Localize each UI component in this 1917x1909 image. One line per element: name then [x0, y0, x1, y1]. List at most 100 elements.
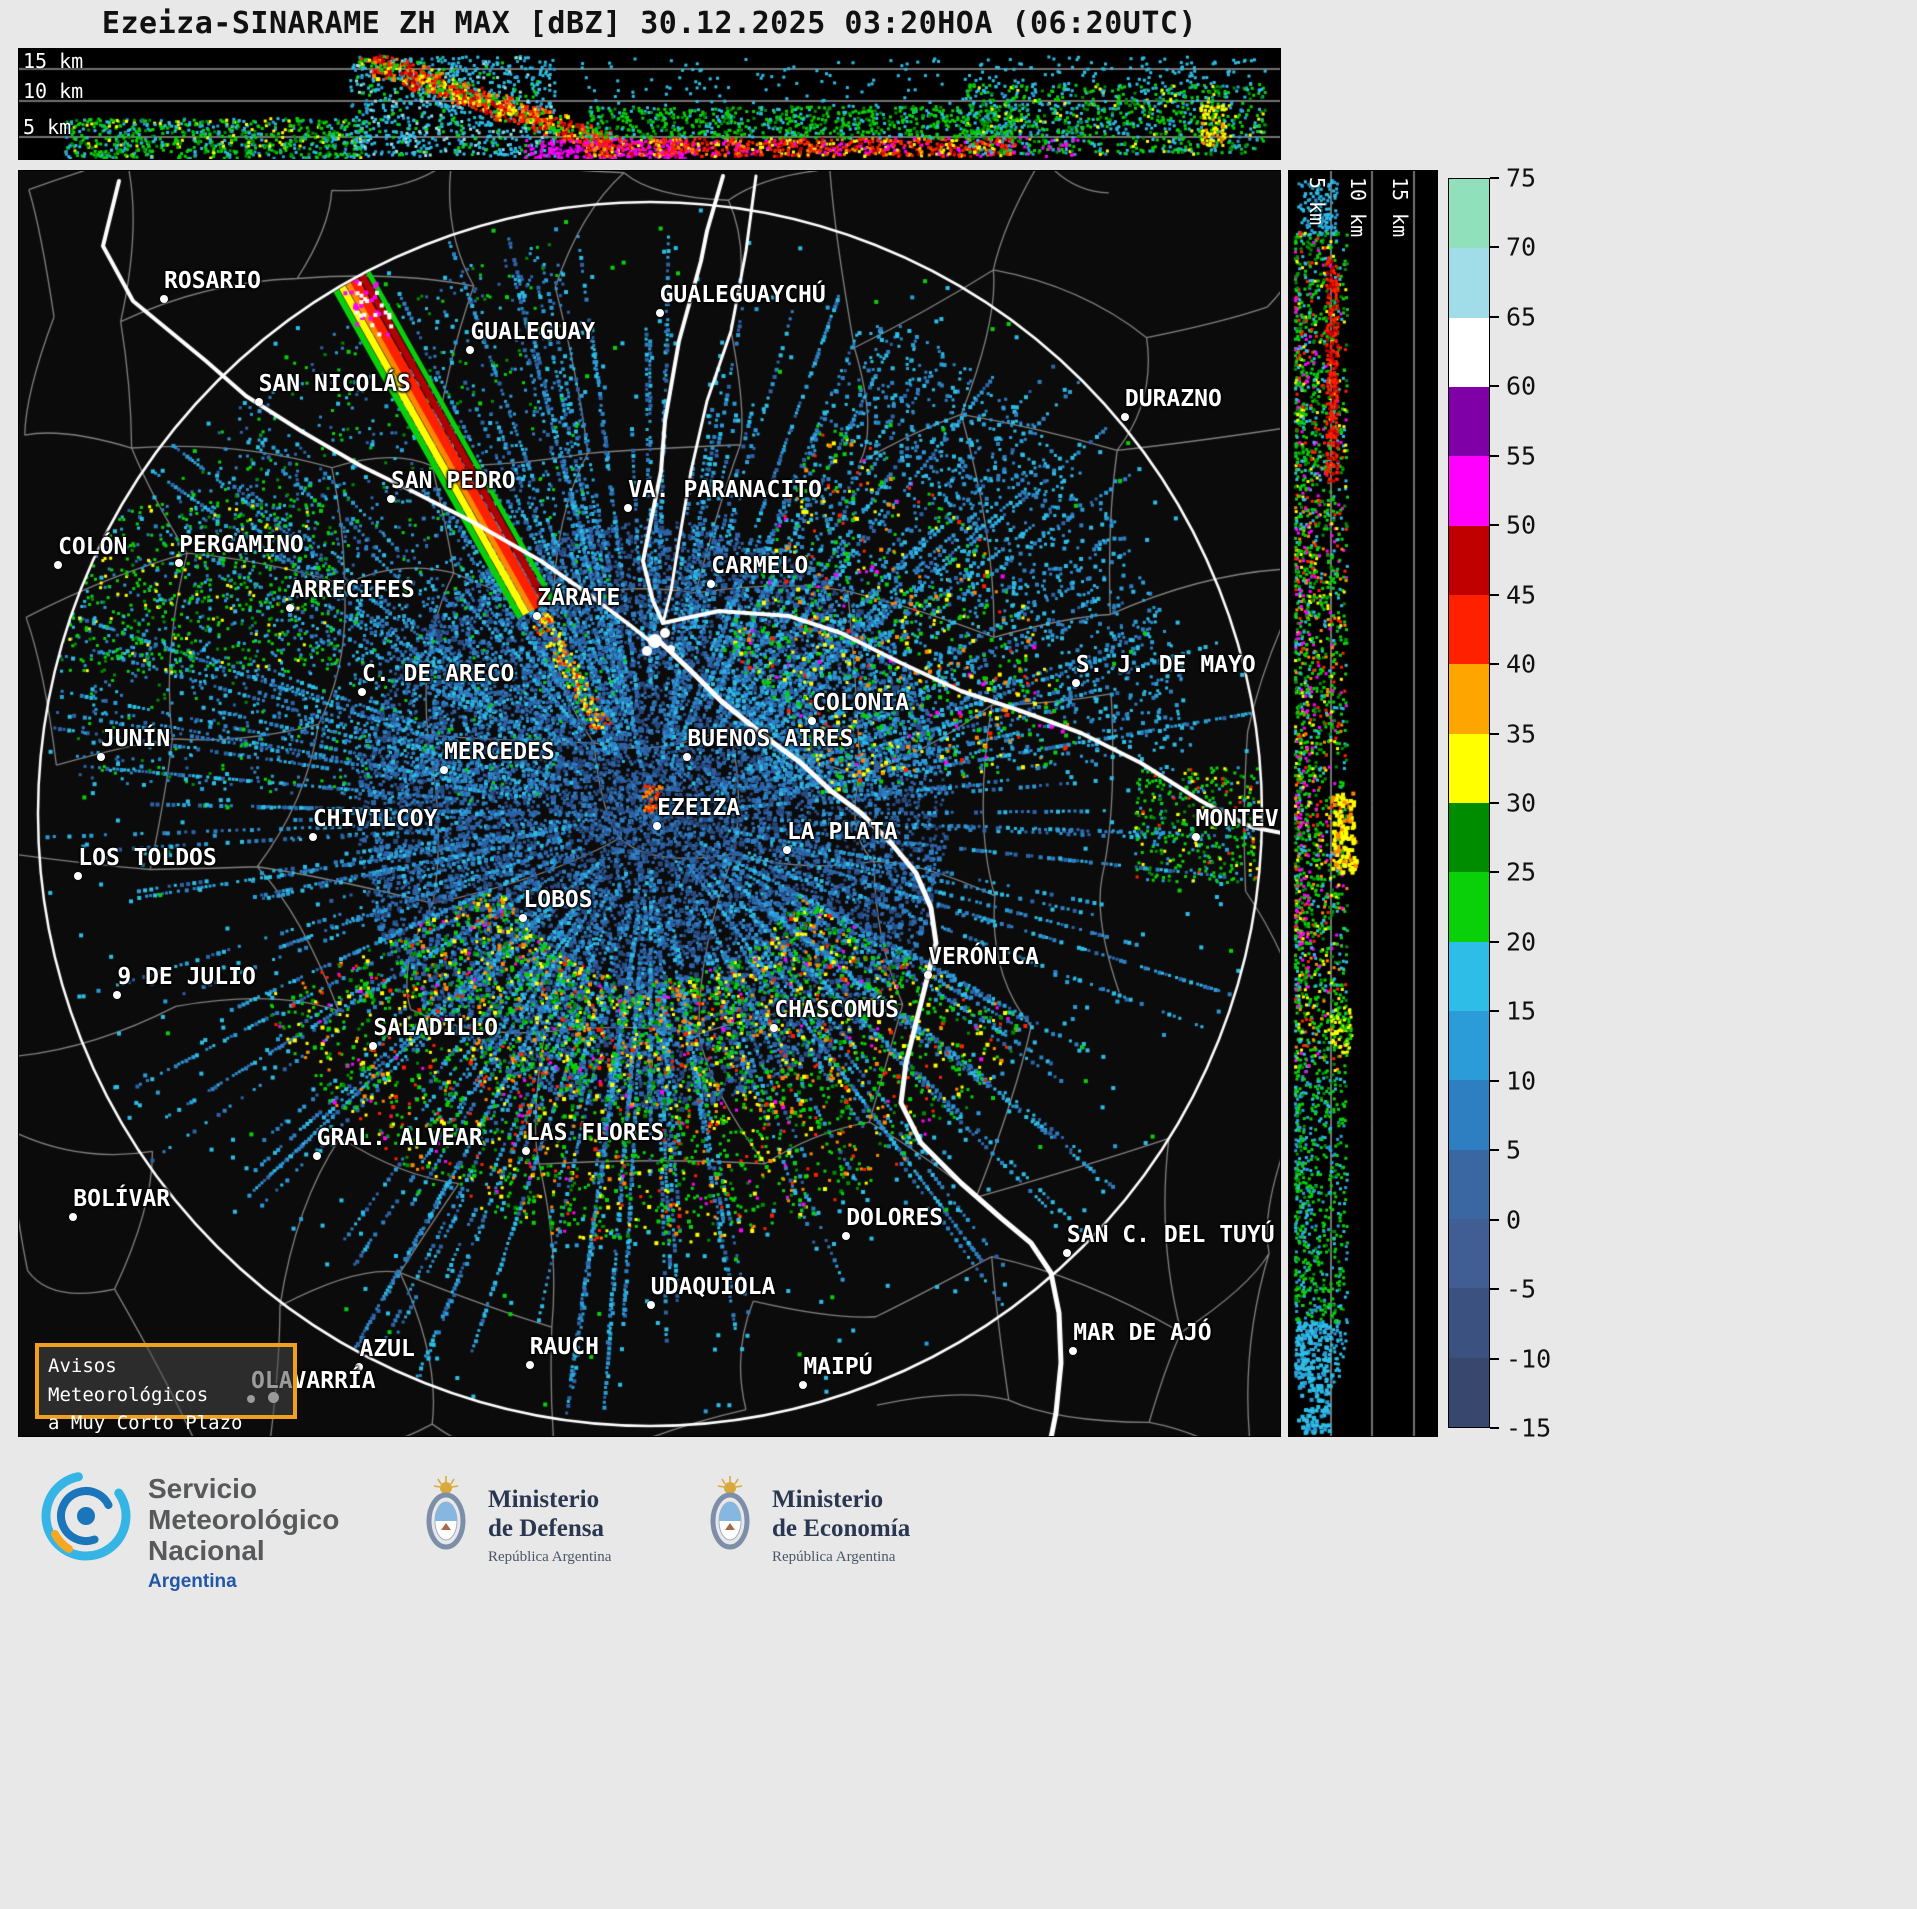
cross-section-top-canvas [19, 49, 1280, 159]
colorbar-tick-label: 35 [1506, 719, 1537, 749]
colorbar-tick [1490, 246, 1499, 249]
colorbar-tick [1490, 1427, 1499, 1429]
city-label: ROSARIO [160, 268, 261, 304]
colorbar-tick-label: 75 [1506, 163, 1537, 193]
smn-logo-block: Servicio Meteorológico Nacional Argentin… [38, 1468, 339, 1593]
altitude-label-10km-vertical: 10 km [1346, 177, 1370, 238]
city-dot [1191, 833, 1200, 842]
city-dot [519, 913, 528, 922]
city-dot [386, 495, 395, 504]
colorbar-tick-label: 30 [1506, 788, 1537, 818]
city-dot [1120, 413, 1129, 422]
city-dot [466, 346, 475, 354]
city-label: LOBOS [519, 887, 593, 922]
colorbar-tick [1490, 802, 1499, 804]
warning-line-1: Avisos Meteorológicos [48, 1355, 209, 1406]
city-dot [924, 970, 933, 979]
colorbar-tick-label: 70 [1506, 232, 1537, 262]
defensa-line1: Ministerio [488, 1486, 600, 1513]
colorbar-tick-label: 50 [1506, 510, 1537, 540]
colorbar-segment [1449, 1149, 1489, 1219]
colorbar-segment [1449, 1288, 1489, 1358]
city-label: JUNÍN [96, 726, 170, 762]
city-dot [707, 580, 716, 589]
city-label: MERCEDES [439, 739, 555, 774]
ministerio-economia-block: Ministerio de Economía República Argenti… [702, 1474, 910, 1566]
city-dot [160, 295, 168, 304]
city-label: ARRECIFES [286, 577, 415, 613]
city-dot [1062, 1249, 1071, 1258]
colorbar-segment [1449, 802, 1489, 873]
colorbar-segment [1449, 941, 1489, 1011]
city-dot [254, 397, 263, 406]
argentina-coat-of-arms-icon [426, 1476, 466, 1550]
altitude-label-5km: 5 km [23, 115, 72, 139]
city-label: COLONIA [808, 690, 909, 725]
city-dot [54, 561, 63, 570]
colorbar-tick [1490, 663, 1499, 666]
city-label: GUALEGUAYCHÚ [655, 282, 826, 318]
colorbar-segment [1449, 1357, 1489, 1427]
city-dot [312, 1151, 321, 1160]
colorbar-tick [1490, 1079, 1499, 1082]
city-dot [1069, 1346, 1078, 1355]
city-label: DURAZNO [1120, 386, 1222, 422]
city-label: LOS TOLDOS [74, 845, 217, 881]
city-dot [369, 1041, 378, 1050]
colorbar-tick-label: 65 [1506, 302, 1537, 332]
colorbar-segment [1449, 594, 1489, 665]
city-dot [96, 753, 105, 762]
city-dot [525, 1360, 534, 1369]
city-dot [113, 991, 122, 1000]
warning-box[interactable]: Avisos Meteorológicos a Muy Corto Plazo [35, 1343, 297, 1434]
ministerio-defensa-block: Ministerio de Defensa República Argentin… [418, 1474, 611, 1566]
altitude-label-15km: 15 km [23, 49, 84, 73]
warning-line-2: a Muy Corto Plazo [48, 1412, 243, 1434]
cross-section-right-panel: 5 km 10 km 15 km [1288, 170, 1438, 1437]
city-label: DOLORES [842, 1205, 943, 1240]
colorbar-tick-label: 40 [1506, 649, 1537, 679]
city-label: BUENOS AIRES [683, 726, 854, 762]
colorbar-tick-label: 20 [1506, 927, 1537, 957]
page-title: Ezeiza-SINARAME ZH MAX [dBZ] 30.12.2025 … [101, 6, 1198, 41]
colorbar-tick [1490, 1288, 1499, 1291]
colorbar-tick-label: -10 [1506, 1344, 1552, 1374]
city-label: EZEIZA [653, 795, 740, 830]
city-dot [683, 753, 692, 762]
colorbar-tick-label: 55 [1506, 441, 1537, 471]
economia-sub: República Argentina [772, 1548, 896, 1565]
city-label: GUALEGUAY [466, 319, 595, 354]
city-dot [355, 1363, 364, 1372]
colorbar-segment [1449, 1010, 1489, 1081]
city-dot [653, 821, 662, 830]
defensa-sub: República Argentina [488, 1548, 612, 1565]
colorbar-tick [1490, 1010, 1499, 1013]
colorbar-tick [1490, 1357, 1499, 1360]
city-label: VERÓNICA [924, 944, 1039, 979]
smn-name-line3: Nacional [148, 1534, 265, 1566]
radar-map-panel: ROSARIO GUALEGUAYCHÚ GUALEGUAY SAN NICOLÁS D… [18, 170, 1281, 1437]
altitude-label-5km-vertical: 5 km [1305, 177, 1329, 226]
colorbar-tick-label: 0 [1506, 1205, 1522, 1235]
colorbar-tick [1490, 732, 1499, 735]
city-label: RAUCH [525, 1334, 599, 1369]
colorbar-tick-label: 60 [1506, 371, 1537, 401]
city-label: LAS FLORES [521, 1120, 664, 1155]
argentina-coat-of-arms-icon [710, 1476, 750, 1550]
city-label: CHASCOMÚS [770, 997, 899, 1033]
colorbar-tick [1490, 593, 1499, 596]
city-label: COLÓN [54, 534, 127, 570]
city-label: C. DE ARECO [357, 661, 514, 696]
colorbar-tick-label: 15 [1506, 996, 1537, 1026]
colorbar-tick [1490, 1218, 1499, 1221]
smn-country: Argentina [148, 1571, 237, 1593]
city-dot [799, 1380, 808, 1389]
city-dot [308, 833, 317, 842]
footer: Servicio Meteorológico Nacional Argentin… [0, 1452, 1917, 1909]
colorbar-segment [1449, 179, 1489, 249]
colorbar-tick [1490, 385, 1499, 388]
colorbar-tick [1490, 524, 1499, 527]
radar-map-canvas [19, 171, 1280, 1436]
city-label: LA PLATA [782, 819, 898, 854]
